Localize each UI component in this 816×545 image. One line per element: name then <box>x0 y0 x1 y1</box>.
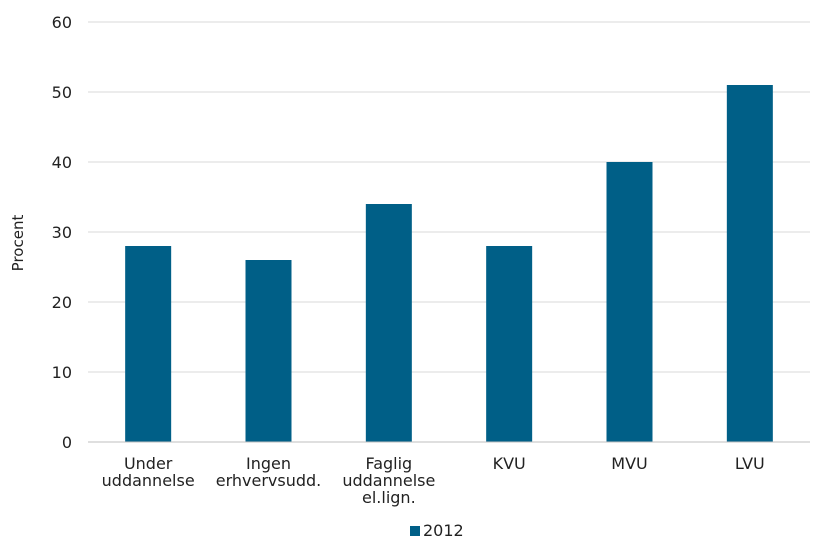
gridlines <box>88 21 810 373</box>
bar-0 <box>125 246 172 442</box>
bar-2 <box>365 204 412 442</box>
legend: 2012 <box>410 521 464 540</box>
bars <box>125 85 773 442</box>
category-label-5: LVU <box>735 454 765 473</box>
bar-4 <box>606 162 653 442</box>
y-tick-label-60: 60 <box>52 13 72 32</box>
category-label-4: MVU <box>611 454 647 473</box>
y-axis-title: Procent <box>9 215 27 272</box>
category-labels: Under uddannelse Ingen erhvervsudd. Faglig ud… <box>102 454 765 507</box>
y-tick-label-40: 40 <box>52 153 72 172</box>
category-label-0: Under uddannelse <box>102 454 195 490</box>
y-tick-label-50: 50 <box>52 83 72 102</box>
legend-label-2012: 2012 <box>423 521 464 540</box>
y-tick-labels: 0 10 20 30 40 50 60 <box>52 13 72 452</box>
y-tick-label-10: 10 <box>52 363 72 382</box>
category-label-2: Faglig uddannelse el.lign. <box>342 454 435 507</box>
y-tick-label-0: 0 <box>62 433 72 452</box>
y-tick-label-30: 30 <box>52 223 72 242</box>
category-label-1: Ingen erhvervsudd. <box>216 454 322 490</box>
y-tick-label-20: 20 <box>52 293 72 312</box>
bar-5 <box>726 85 773 442</box>
legend-swatch-2012 <box>410 526 420 536</box>
bar-3 <box>486 246 533 442</box>
category-label-3: KVU <box>493 454 526 473</box>
bar-1 <box>245 260 292 442</box>
